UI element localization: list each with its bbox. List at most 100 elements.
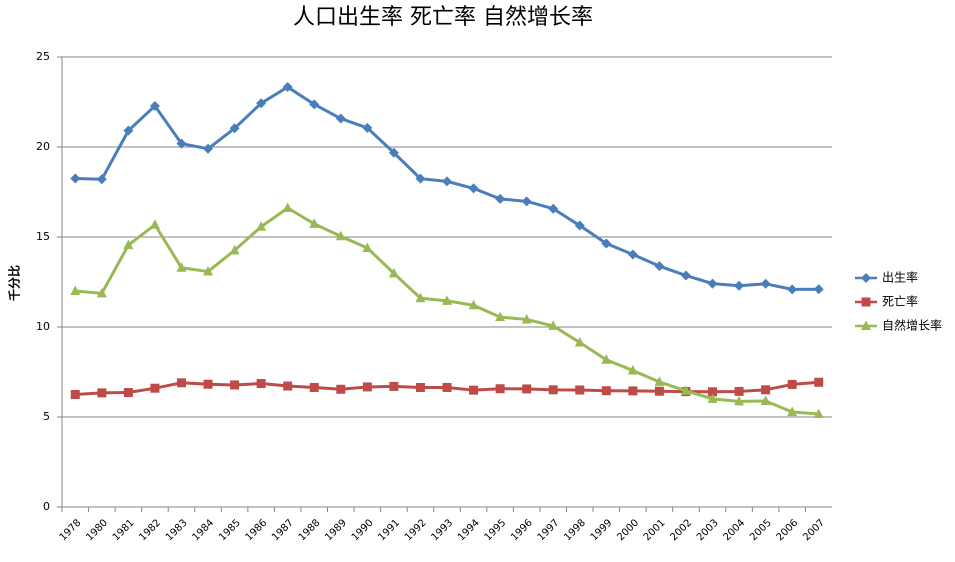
data-point	[97, 388, 107, 398]
x-tick-label: 2000	[615, 517, 641, 543]
data-point	[574, 220, 585, 231]
data-point	[96, 174, 107, 185]
data-point	[522, 384, 532, 394]
x-tick-label: 1980	[84, 517, 110, 543]
data-point	[336, 384, 346, 394]
data-point	[362, 242, 373, 252]
data-point	[654, 261, 665, 272]
x-tick-label: 1988	[297, 517, 323, 543]
data-point	[707, 278, 718, 289]
x-tick-label: 2003	[695, 517, 721, 543]
data-point	[760, 395, 771, 405]
y-tick-label: 10	[36, 320, 50, 333]
data-point	[654, 376, 665, 386]
legend-marker	[861, 297, 871, 307]
legend-label: 自然增长率	[882, 318, 942, 333]
data-point	[283, 381, 293, 391]
y-axis-label: 千分比	[7, 265, 22, 301]
data-point	[680, 270, 691, 281]
data-point	[123, 125, 134, 136]
data-point	[787, 406, 798, 416]
data-point	[229, 123, 240, 134]
x-tick-label: 1983	[164, 517, 190, 543]
data-point	[468, 299, 479, 310]
data-point	[495, 193, 506, 204]
data-point	[787, 284, 798, 295]
data-point	[96, 287, 107, 298]
data-point	[123, 388, 133, 398]
data-point	[601, 354, 612, 364]
data-point	[442, 295, 452, 305]
data-point	[442, 176, 452, 187]
data-point	[282, 202, 293, 213]
data-point	[574, 336, 585, 347]
x-tick-label: 1997	[536, 517, 562, 543]
data-point	[230, 380, 240, 390]
y-tick-label: 0	[43, 500, 50, 513]
data-point	[176, 262, 187, 272]
data-point	[309, 99, 320, 110]
data-point	[415, 382, 425, 392]
data-point	[813, 284, 824, 295]
x-tick-label: 1989	[323, 517, 349, 543]
data-point	[734, 386, 744, 396]
data-point	[814, 377, 824, 387]
series-line	[75, 85, 819, 291]
data-point	[229, 244, 240, 255]
data-point	[680, 385, 691, 395]
data-point	[627, 365, 638, 375]
x-tick-label: 1996	[509, 517, 535, 543]
data-point	[627, 249, 638, 260]
y-tick-label: 15	[36, 230, 50, 243]
y-tick-label: 25	[36, 50, 50, 63]
x-tick-label: 2001	[642, 517, 668, 543]
legend-label: 出生率	[882, 270, 918, 285]
data-point	[548, 385, 558, 395]
data-point	[761, 385, 771, 395]
data-point	[256, 379, 266, 389]
data-point	[521, 313, 532, 324]
data-point	[813, 408, 824, 418]
data-point	[70, 390, 80, 399]
data-point	[469, 385, 479, 395]
data-point	[388, 267, 399, 278]
x-tick-label: 2006	[775, 517, 801, 543]
data-point	[601, 238, 612, 249]
data-point	[628, 386, 638, 396]
chart-title: 人口出生率 死亡率 自然增长率	[293, 5, 593, 30]
data-point	[734, 280, 745, 291]
x-tick-label: 1994	[456, 517, 482, 543]
x-tick-label: 1982	[137, 517, 163, 543]
data-point	[521, 196, 532, 207]
x-tick-label: 1993	[429, 517, 455, 543]
data-point	[309, 218, 320, 228]
data-point	[548, 320, 559, 330]
data-point	[335, 113, 346, 124]
data-point	[734, 395, 745, 406]
x-tick-label: 1987	[270, 517, 296, 543]
data-point	[575, 385, 585, 395]
x-tick-label: 1981	[111, 517, 137, 543]
data-point	[495, 311, 506, 322]
legend-marker	[861, 320, 871, 330]
data-point	[495, 384, 505, 394]
data-point	[282, 82, 293, 93]
data-point	[601, 386, 611, 396]
x-tick-label: 1998	[562, 517, 588, 543]
x-tick-label: 1978	[58, 517, 84, 543]
x-tick-label: 2007	[801, 517, 827, 543]
data-point	[149, 219, 160, 229]
x-tick-label: 1990	[350, 517, 376, 543]
data-point	[362, 122, 373, 133]
data-point	[415, 173, 426, 184]
x-tick-label: 1985	[217, 517, 243, 543]
x-tick-label: 1984	[191, 517, 217, 543]
data-point	[388, 147, 399, 158]
data-point	[176, 138, 187, 149]
data-point	[707, 393, 718, 403]
x-tick-label: 1992	[403, 517, 429, 543]
x-tick-label: 1999	[589, 517, 615, 543]
data-point	[123, 239, 134, 250]
x-tick-label: 1995	[483, 517, 509, 543]
